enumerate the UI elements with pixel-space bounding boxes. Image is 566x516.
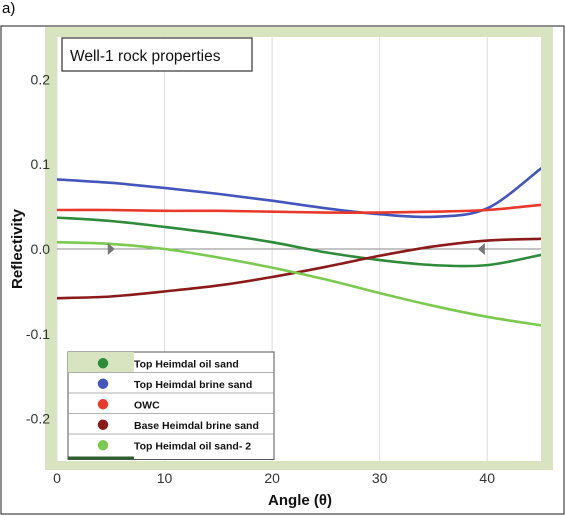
legend-swatch xyxy=(97,358,109,369)
y-tick-labels: 0.2 0.1 0.0 -0.1 -0.2 xyxy=(26,71,50,426)
x-tick-label: 40 xyxy=(479,470,495,486)
x-axis-label: Angle (θ) xyxy=(268,492,332,509)
legend-swatch xyxy=(97,378,109,389)
series-line-3 xyxy=(57,203,541,214)
legend-label: Top Heimdal oil sand- 2 xyxy=(134,440,251,452)
title-box xyxy=(61,37,253,72)
legend-swatch xyxy=(97,399,109,410)
zero-marker-right xyxy=(107,243,115,255)
zero-marker-left xyxy=(477,243,485,255)
y-tick-label: 0.0 xyxy=(31,241,51,257)
x-tick-labels: 0 10 20 30 40 xyxy=(53,470,495,486)
series-line-5 xyxy=(57,240,541,327)
panel-label: a) xyxy=(2,0,16,17)
legend-label: OWC xyxy=(134,399,160,411)
figure-frame xyxy=(0,25,565,515)
x-tick-label: 10 xyxy=(157,470,173,486)
legend-footer-bar xyxy=(68,456,134,460)
x-tick-label: 20 xyxy=(264,470,280,486)
legend-label: Top Heimdal oil sand xyxy=(134,358,239,370)
legend-label: Base Heimdal brine sand xyxy=(134,420,259,432)
y-tick-label: 0.2 xyxy=(31,71,51,87)
series-group xyxy=(57,167,541,327)
y-tick-label: -0.1 xyxy=(26,326,50,342)
legend-swatch xyxy=(97,440,109,451)
x-tick-label: 30 xyxy=(372,470,388,486)
legend: Top Heimdal oil sand Top Heimdal brine sa… xyxy=(67,351,275,460)
zero-line-markers xyxy=(107,243,485,255)
x-tick-label: 0 xyxy=(53,470,61,486)
y-tick-label: 0.1 xyxy=(31,156,51,172)
y-tick-label: -0.2 xyxy=(26,411,50,427)
y-axis-label: Reflectivity xyxy=(9,208,26,289)
series-line-1 xyxy=(57,216,541,268)
legend-swatch xyxy=(97,419,109,430)
legend-label: Top Heimdal brine sand xyxy=(134,379,252,391)
chart-title: Well-1 rock properties xyxy=(70,48,221,65)
series-line-2 xyxy=(57,167,541,219)
